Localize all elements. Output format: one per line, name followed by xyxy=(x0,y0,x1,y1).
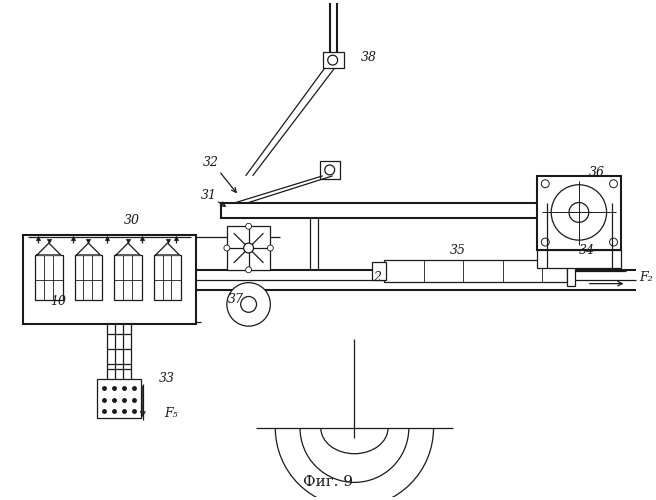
Circle shape xyxy=(541,180,549,188)
Polygon shape xyxy=(77,243,100,255)
Bar xyxy=(97,378,141,418)
Circle shape xyxy=(241,296,256,312)
Circle shape xyxy=(551,184,607,240)
Text: 34: 34 xyxy=(579,244,595,256)
Bar xyxy=(114,255,142,300)
Text: F₂: F₂ xyxy=(640,271,653,284)
Bar xyxy=(23,235,196,324)
Text: 10: 10 xyxy=(50,295,66,308)
Bar xyxy=(221,202,557,218)
Text: 33: 33 xyxy=(159,372,174,385)
Text: 32: 32 xyxy=(203,156,219,170)
Text: F₅: F₅ xyxy=(165,406,178,420)
Circle shape xyxy=(224,245,230,251)
Circle shape xyxy=(609,238,617,246)
Text: 36: 36 xyxy=(588,166,605,179)
Bar xyxy=(227,226,270,270)
Circle shape xyxy=(609,180,617,188)
Circle shape xyxy=(328,55,338,65)
Circle shape xyxy=(243,243,254,253)
Bar xyxy=(372,262,386,280)
Circle shape xyxy=(325,165,335,175)
Bar xyxy=(384,260,567,281)
Text: 30: 30 xyxy=(124,214,140,227)
Text: Фиг. 9: Фиг. 9 xyxy=(302,476,353,490)
Polygon shape xyxy=(37,243,61,255)
Bar xyxy=(323,52,344,68)
Bar xyxy=(567,256,575,286)
Circle shape xyxy=(245,267,252,272)
Bar xyxy=(154,255,181,300)
Bar xyxy=(75,255,102,300)
Text: 31: 31 xyxy=(201,189,217,202)
Bar xyxy=(35,255,63,300)
Circle shape xyxy=(227,282,270,326)
Polygon shape xyxy=(116,243,140,255)
Circle shape xyxy=(541,238,549,246)
Bar xyxy=(320,161,340,179)
Text: 37: 37 xyxy=(228,293,244,306)
Text: 35: 35 xyxy=(450,244,466,256)
Text: 2: 2 xyxy=(373,271,381,284)
Circle shape xyxy=(268,245,274,251)
Polygon shape xyxy=(155,243,179,255)
Circle shape xyxy=(569,202,589,222)
Text: 38: 38 xyxy=(361,50,377,64)
Circle shape xyxy=(245,224,252,229)
Bar xyxy=(537,250,621,268)
Bar xyxy=(537,176,621,250)
